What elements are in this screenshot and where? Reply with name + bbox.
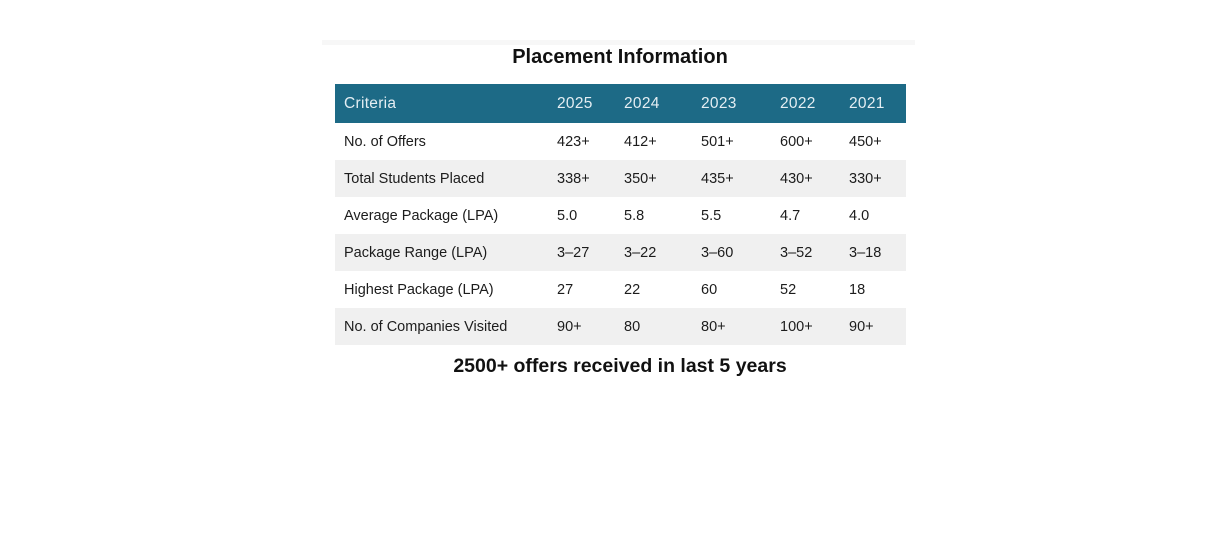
value-cell: 3–18 bbox=[849, 234, 906, 271]
column-header-2025: 2025 bbox=[557, 84, 624, 123]
table-row-package-range: Package Range (LPA) 3–27 3–22 3–60 3–52 … bbox=[335, 234, 906, 271]
value-cell: 18 bbox=[849, 271, 906, 308]
column-header-2023: 2023 bbox=[701, 84, 780, 123]
value-cell: 450+ bbox=[849, 123, 906, 160]
value-cell: 5.0 bbox=[557, 197, 624, 234]
criteria-cell: Average Package (LPA) bbox=[335, 197, 557, 234]
page-title: Placement Information bbox=[512, 46, 728, 68]
value-cell: 350+ bbox=[624, 160, 701, 197]
column-header-2024: 2024 bbox=[624, 84, 701, 123]
table-row-students-placed: Total Students Placed 338+ 350+ 435+ 430… bbox=[335, 160, 906, 197]
criteria-cell: Package Range (LPA) bbox=[335, 234, 557, 271]
criteria-cell: No. of Offers bbox=[335, 123, 557, 160]
column-header-2021: 2021 bbox=[849, 84, 906, 123]
placement-table: Criteria 2025 2024 2023 2022 2021 No. of… bbox=[335, 84, 906, 345]
table-row-average-package: Average Package (LPA) 5.0 5.8 5.5 4.7 4.… bbox=[335, 197, 906, 234]
value-cell: 3–27 bbox=[557, 234, 624, 271]
value-cell: 4.0 bbox=[849, 197, 906, 234]
value-cell: 90+ bbox=[849, 308, 906, 345]
table-row-highest-package: Highest Package (LPA) 27 22 60 52 18 bbox=[335, 271, 906, 308]
value-cell: 435+ bbox=[701, 160, 780, 197]
value-cell: 330+ bbox=[849, 160, 906, 197]
value-cell: 338+ bbox=[557, 160, 624, 197]
value-cell: 22 bbox=[624, 271, 701, 308]
value-cell: 5.8 bbox=[624, 197, 701, 234]
value-cell: 501+ bbox=[701, 123, 780, 160]
table-header-row: Criteria 2025 2024 2023 2022 2021 bbox=[335, 84, 906, 123]
table-row-offers: No. of Offers 423+ 412+ 501+ 600+ 450+ bbox=[335, 123, 906, 160]
value-cell: 3–22 bbox=[624, 234, 701, 271]
value-cell: 60 bbox=[701, 271, 780, 308]
value-cell: 423+ bbox=[557, 123, 624, 160]
value-cell: 600+ bbox=[780, 123, 849, 160]
table-row-companies-visited: No. of Companies Visited 90+ 80 80+ 100+… bbox=[335, 308, 906, 345]
value-cell: 3–60 bbox=[701, 234, 780, 271]
value-cell: 100+ bbox=[780, 308, 849, 345]
value-cell: 430+ bbox=[780, 160, 849, 197]
placement-table-container: Criteria 2025 2024 2023 2022 2021 No. of… bbox=[335, 84, 906, 345]
criteria-cell: Total Students Placed bbox=[335, 160, 557, 197]
value-cell: 4.7 bbox=[780, 197, 849, 234]
value-cell: 412+ bbox=[624, 123, 701, 160]
top-divider bbox=[322, 40, 915, 45]
value-cell: 3–52 bbox=[780, 234, 849, 271]
column-header-2022: 2022 bbox=[780, 84, 849, 123]
value-cell: 80 bbox=[624, 308, 701, 345]
footer-caption: 2500+ offers received in last 5 years bbox=[453, 355, 787, 377]
value-cell: 5.5 bbox=[701, 197, 780, 234]
criteria-cell: No. of Companies Visited bbox=[335, 308, 557, 345]
column-header-criteria: Criteria bbox=[335, 84, 557, 123]
value-cell: 52 bbox=[780, 271, 849, 308]
value-cell: 80+ bbox=[701, 308, 780, 345]
value-cell: 90+ bbox=[557, 308, 624, 345]
value-cell: 27 bbox=[557, 271, 624, 308]
criteria-cell: Highest Package (LPA) bbox=[335, 271, 557, 308]
